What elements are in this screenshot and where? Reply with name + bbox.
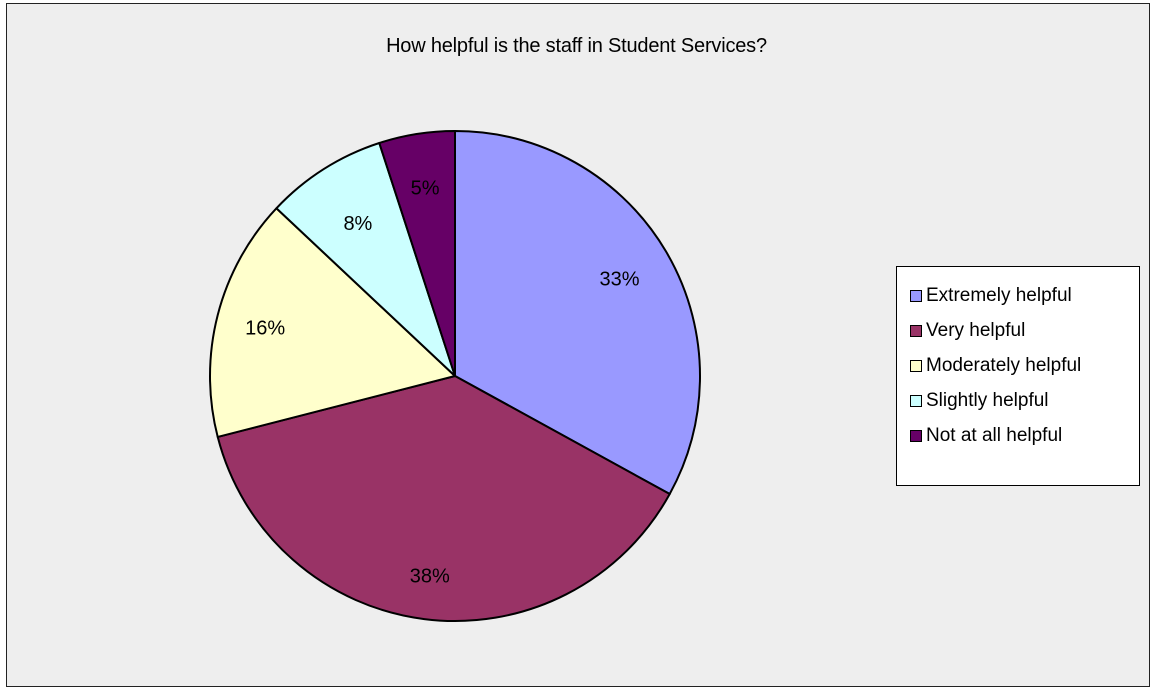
- slice-label-moderately-helpful: 16%: [245, 317, 285, 339]
- legend-item-very-helpful: Very helpful: [910, 313, 1139, 348]
- legend-item-moderately-helpful: Moderately helpful: [910, 348, 1139, 383]
- slice-label-slightly-helpful: 8%: [343, 213, 372, 235]
- pie-slice-slightly-helpful: [275, 141, 456, 377]
- pie-slice-moderately-helpful: [209, 207, 456, 438]
- legend-swatch: [910, 324, 922, 337]
- legend-swatch: [910, 429, 922, 442]
- legend: Extremely helpful Very helpful Moderatel…: [896, 266, 1140, 486]
- legend-swatch: [910, 289, 922, 302]
- pie-slice-not-at-all-helpful: [378, 130, 456, 377]
- slice-label-very-helpful: 38%: [410, 565, 450, 587]
- legend-label: Slightly helpful: [926, 389, 1049, 411]
- legend-label: Extremely helpful: [926, 284, 1072, 306]
- chart-title: How helpful is the staff in Student Serv…: [386, 35, 767, 57]
- slice-label-not-at-all-helpful: 5%: [411, 177, 440, 199]
- legend-item-not-at-all-helpful: Not at all helpful: [910, 418, 1139, 453]
- legend-swatch: [910, 359, 922, 372]
- pie-slice-very-helpful: [216, 375, 671, 622]
- legend-label: Not at all helpful: [926, 424, 1063, 446]
- slice-label-extremely-helpful: 33%: [599, 269, 639, 291]
- pie-slice-extremely-helpful: [454, 130, 701, 496]
- legend-label: Very helpful: [926, 319, 1026, 341]
- legend-item-slightly-helpful: Slightly helpful: [910, 383, 1139, 418]
- legend-label: Moderately helpful: [926, 354, 1082, 376]
- legend-swatch: [910, 394, 922, 407]
- legend-item-extremely-helpful: Extremely helpful: [910, 278, 1139, 313]
